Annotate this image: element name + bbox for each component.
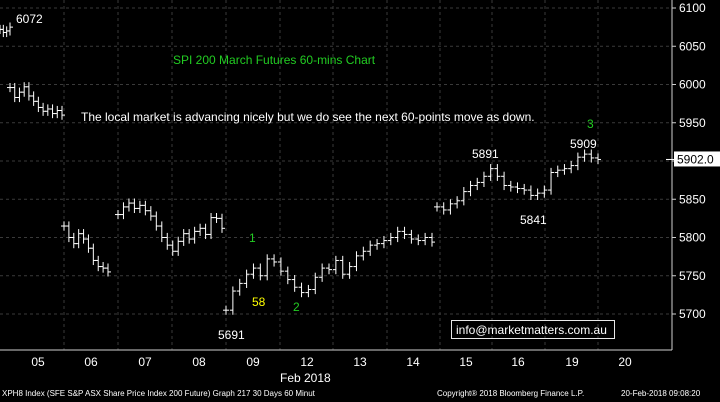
x-tick-label: 12 [300, 355, 314, 369]
chart-commentary: The local market is advancing nicely but… [81, 110, 535, 124]
annotation-label: 5891 [472, 147, 499, 161]
last-price-box [674, 151, 720, 167]
y-tick-label: 6000 [679, 78, 706, 92]
x-tick-label: 05 [31, 355, 45, 369]
y-tick-label: 5850 [679, 192, 706, 206]
email-address[interactable]: info@marketmatters.com.au [456, 323, 607, 337]
footer-copyright: Copyright® 2018 Bloomberg Finance L.P. [437, 389, 585, 398]
x-tick-label: 20 [618, 355, 632, 369]
y-tick-label: 5950 [679, 116, 706, 130]
price-bars [0, 22, 601, 315]
footer-bar: XPH8 Index (SFE S&P ASX Share Price Inde… [0, 386, 720, 402]
annotation-label: 2 [293, 300, 300, 314]
annotation-label: 6072 [16, 12, 43, 26]
x-tick-label: 16 [511, 355, 525, 369]
chart-title: SPI 200 March Futures 60-mins Chart [173, 53, 376, 67]
y-tick-label: 5800 [679, 231, 706, 245]
x-tick-label: 14 [406, 355, 420, 369]
last-price-label: 5902.0 [677, 152, 714, 166]
annotation-label: 3 [587, 117, 594, 131]
y-tick-label: 6100 [679, 1, 706, 15]
x-tick-label: 13 [353, 355, 367, 369]
x-tick-label: 08 [192, 355, 206, 369]
x-tick-label: 09 [246, 355, 260, 369]
footer-timestamp: 20-Feb-2018 09:08:20 [621, 389, 701, 398]
x-axis-month-label: Feb 2018 [280, 371, 331, 385]
x-tick-label: 06 [84, 355, 98, 369]
x-tick-label: 07 [138, 355, 152, 369]
x-tick-label: 19 [565, 355, 579, 369]
x-tick-label: 15 [459, 355, 473, 369]
annotation-label: 1 [249, 231, 256, 245]
chart-annotations: 6072 5891 5909 5841 5691 1 2 3 58 [16, 12, 597, 342]
price-axis: 6100605060005950590058505800575057000506… [31, 1, 720, 369]
annotation-label: 58 [252, 295, 266, 309]
annotation-label: 5691 [218, 328, 245, 342]
annotation-label: 5909 [570, 137, 597, 151]
annotation-label: 5841 [520, 213, 547, 227]
y-tick-label: 6050 [679, 39, 706, 53]
footer-source: XPH8 Index (SFE S&P ASX Share Price Inde… [2, 389, 315, 398]
y-tick-label: 5700 [679, 307, 706, 321]
grid-lines [0, 0, 673, 351]
email-box: info@marketmatters.com.au [451, 320, 615, 339]
y-tick-label: 5750 [679, 269, 706, 283]
